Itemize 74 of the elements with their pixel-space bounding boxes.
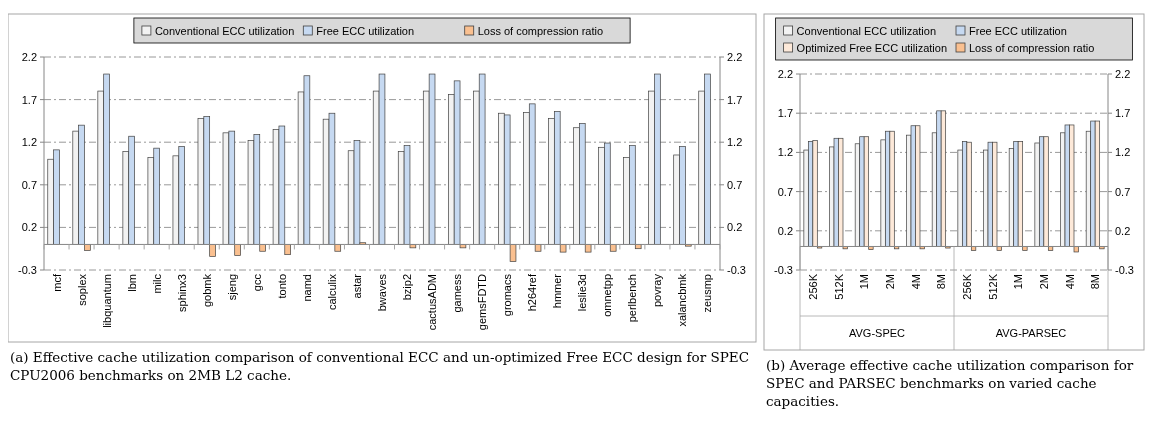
legend-label: Free ECC utilization <box>969 25 1067 37</box>
y2-tick-label: -0.3 <box>1115 264 1134 276</box>
legend-label: Loss of compression ratio <box>969 42 1095 54</box>
x-tick-label: gcc <box>250 273 263 292</box>
y-tick-label: 1.2 <box>21 136 37 149</box>
y2-tick-label: 0.7 <box>1115 185 1131 198</box>
x-tick-label: namd <box>300 274 313 302</box>
y-tick-label: 0.7 <box>777 185 793 198</box>
y2-tick-label: 0.7 <box>727 178 743 191</box>
x-tick-label: 8M <box>1089 274 1102 290</box>
x-tick-label: gobmk <box>200 273 213 308</box>
y-tick-label: 0.2 <box>21 221 37 234</box>
y-tick-label: 1.7 <box>777 107 793 120</box>
legend-label: Optimized Free ECC utilization <box>796 42 948 54</box>
y2-tick-label: 0.2 <box>1115 224 1131 237</box>
legend-label: Conventional ECC utilization <box>796 25 937 37</box>
y-tick-label: 0.7 <box>21 178 37 191</box>
x-tick-label: leslie3d <box>576 274 589 312</box>
x-tick-label: gemsFDTD <box>476 273 489 331</box>
text: (a) Effective cache utilization comparison of conventional ECC and un-optimized Free ECC design for SPEC CPU2006 benchmarks on 2MB L2 cache. <box>10 349 749 383</box>
legend-label: Free ECC utilization <box>316 25 415 37</box>
legend-label: Conventional ECC utilization <box>154 25 295 37</box>
x-tick-label: calculix <box>325 273 338 311</box>
x-tick-label: perlbench <box>626 274 639 323</box>
x-tick-label: h264ref <box>526 273 539 312</box>
x-tick-label: 1M <box>1012 274 1025 290</box>
x-tick-label: bzip2 <box>401 274 414 301</box>
x-tick-label: soplex <box>75 273 88 306</box>
text: AVG-SPEC <box>848 327 906 339</box>
x-tick-label: 512K <box>832 273 845 300</box>
x-tick-label: 2M <box>883 274 896 290</box>
x-tick-label: lbm <box>125 274 138 292</box>
text: AVG-PARSEC <box>995 327 1067 339</box>
x-tick-label: 4M <box>909 274 922 290</box>
y-tick-label: 1.7 <box>21 93 37 106</box>
y-tick-label: 2.2 <box>777 68 793 80</box>
x-tick-label: milc <box>150 273 163 294</box>
y-tick-label: 1.2 <box>777 146 793 159</box>
y2-tick-label: 1.7 <box>1115 107 1131 120</box>
y-tick-label: 0.2 <box>777 224 793 237</box>
text: (b) Average effective cache utilization comparison for SPEC and PARSEC benchmarks on varied cache capacities. <box>766 357 1134 409</box>
legend-label: Loss of compression ratio <box>477 25 604 37</box>
x-tick-label: mcf <box>50 273 63 292</box>
x-tick-label: 2M <box>1037 274 1050 290</box>
x-tick-label: povray <box>651 273 664 308</box>
y2-tick-label: 2.2 <box>1115 68 1131 80</box>
y2-tick-label: 1.2 <box>1115 146 1131 159</box>
x-tick-label: libquantum <box>100 274 113 328</box>
x-tick-label: astar <box>350 273 363 299</box>
y-tick-label: -0.3 <box>18 264 37 276</box>
x-tick-label: hmmer <box>551 273 564 309</box>
x-tick-label: gamess <box>451 273 464 313</box>
x-tick-label: 256K <box>806 273 819 300</box>
y2-tick-label: 2.2 <box>727 51 743 63</box>
x-tick-label: 512K <box>986 273 999 300</box>
x-tick-label: 1M <box>858 274 871 290</box>
x-tick-label: cactusADM <box>426 274 439 331</box>
x-tick-label: xalancbmk <box>676 273 689 327</box>
y2-tick-label: 1.7 <box>727 93 743 106</box>
x-tick-label: bwaves <box>376 273 388 312</box>
y2-tick-label: -0.3 <box>727 264 746 276</box>
x-tick-label: 4M <box>1063 274 1076 290</box>
x-tick-label: omnetpp <box>601 274 614 317</box>
x-tick-label: sphinx3 <box>175 274 188 312</box>
y2-tick-label: 1.2 <box>727 136 743 149</box>
y-tick-label: 2.2 <box>21 51 37 63</box>
y-tick-label: -0.3 <box>774 264 793 276</box>
y2-tick-label: 0.2 <box>727 221 743 234</box>
x-tick-label: tonto <box>275 274 288 299</box>
x-tick-label: 8M <box>935 274 948 290</box>
x-tick-label: zeusmp <box>701 274 714 313</box>
x-tick-label: sjeng <box>225 274 238 301</box>
x-tick-label: 256K <box>960 273 973 300</box>
x-tick-label: gromacs <box>501 273 514 317</box>
